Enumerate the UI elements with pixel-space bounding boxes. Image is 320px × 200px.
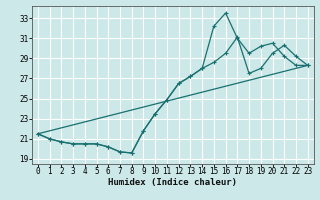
X-axis label: Humidex (Indice chaleur): Humidex (Indice chaleur)	[108, 178, 237, 187]
